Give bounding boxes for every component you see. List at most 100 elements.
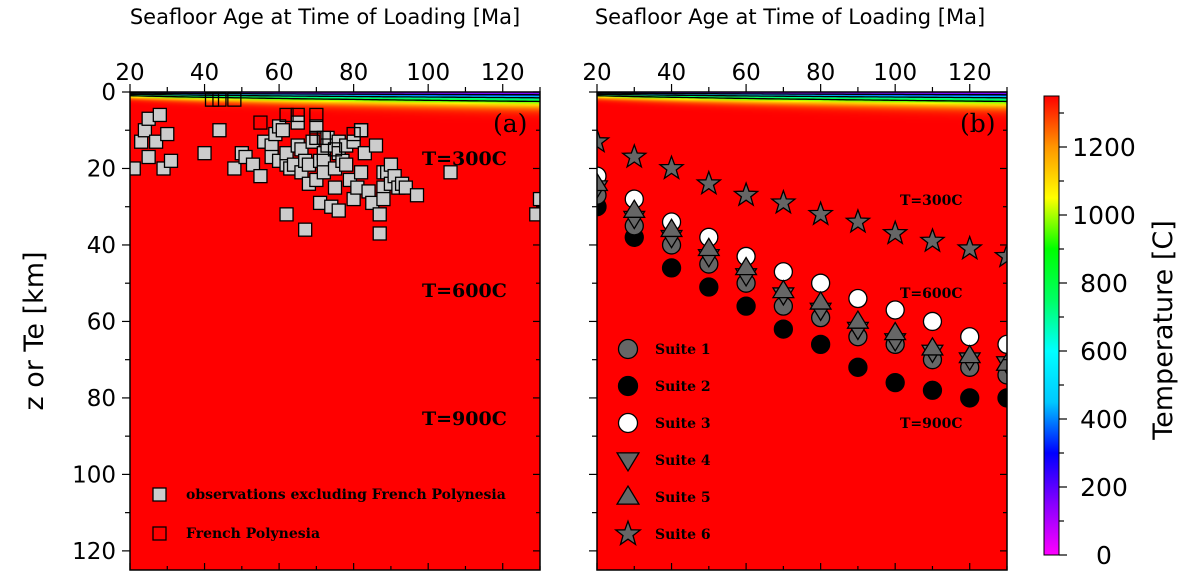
colorbar: 0 200 400 600 800 1000 1200 Temperature [C] [1043, 95, 1179, 570]
panel-b-label: (b) [960, 109, 996, 138]
suite-3-point [922, 311, 943, 332]
observation-point [290, 115, 305, 130]
colorbar-tick-label: 200 [1080, 473, 1128, 502]
observation-point [298, 222, 313, 237]
x-tick-label: 100 [406, 60, 450, 86]
observation-point [409, 188, 425, 203]
observation-point [197, 146, 212, 161]
suite-3-point [773, 262, 794, 282]
panel-a-frame [129, 91, 541, 571]
legend-suite-6-label: Suite 6 [655, 527, 711, 543]
observation-point [148, 134, 164, 149]
colorbar-tick-label: 1200 [1072, 133, 1136, 162]
observation-point [309, 119, 324, 134]
suite-2-point [960, 388, 980, 408]
suite-2-point [736, 296, 756, 316]
observation-point [443, 165, 458, 180]
observation-point [212, 123, 227, 138]
french-polynesia-point [204, 92, 220, 107]
colorbar-title: Temperature [C] [1148, 220, 1179, 441]
panel-b-legend: Suite 1 Suite 2 Suite 3 Suite 4 Suite 5 Suite… [613, 338, 711, 546]
y-tick-label: 0 [101, 80, 116, 106]
panel-b-isotherm-label-600: T=600C [900, 286, 963, 302]
observation-point [372, 226, 387, 241]
suite-3-point [960, 327, 980, 347]
x-tick-label: 80 [806, 60, 835, 86]
suite-2-point [699, 277, 719, 297]
french-polynesia-point [290, 107, 305, 123]
colorbar-tick-label: 800 [1080, 269, 1128, 298]
suite-6-point [919, 227, 946, 253]
observation-point [327, 180, 343, 195]
french-polynesia-point [327, 142, 343, 157]
panel-a-isotherm-label-900: T=900C [422, 408, 507, 430]
legend-suite-6-marker [613, 519, 643, 546]
suite-6-point [732, 181, 760, 207]
suite-3-point [848, 288, 868, 309]
isotherm-line-300 [130, 92, 540, 96]
suite-5-point [597, 172, 609, 192]
observation-point [398, 180, 413, 195]
suite-6-point [695, 169, 723, 196]
legend-open-square-marker [152, 526, 167, 541]
y-tick-label: 40 [87, 233, 116, 259]
observation-point [529, 207, 540, 222]
x-tick-label: 60 [264, 60, 293, 86]
observation-point [253, 168, 268, 184]
legend-suite-5-label: Suite 5 [655, 490, 711, 506]
y-tick-label: 20 [87, 156, 116, 182]
panel-a-isotherms [130, 92, 540, 103]
panel-a-isotherm-label-300: T=300C [422, 148, 507, 170]
observation-point [376, 191, 391, 207]
observation-point [152, 107, 167, 123]
colorbar-tick-label: 1000 [1072, 201, 1136, 230]
panel-b-frame [596, 91, 1008, 571]
x-tick-label: 20 [582, 60, 611, 86]
suite-3-point [885, 300, 905, 320]
observation-point [357, 146, 372, 161]
panel-a-legend: observations excluding French Polynesia … [152, 487, 506, 542]
suite-3-point [810, 273, 831, 293]
observation-point [141, 149, 156, 165]
french-polynesia-point [353, 123, 369, 138]
suite-6-point [956, 234, 984, 261]
x-tick-label: 100 [873, 60, 917, 86]
panel-b-isotherm-label-300: T=300C [900, 193, 963, 209]
observation-point [275, 123, 290, 138]
legend-suite-4-marker [615, 452, 641, 473]
colorbar-gradient [1043, 95, 1060, 556]
observation-point [160, 126, 175, 142]
y-tick-label: 100 [72, 462, 116, 488]
suite-6-point [620, 142, 648, 169]
panel-a-points [130, 92, 540, 241]
legend-suite-1-marker [617, 338, 639, 360]
observation-point [372, 207, 387, 222]
suite-5-point [958, 344, 982, 364]
isotherm-line-600 [130, 93, 540, 99]
panel-b: Seafloor Age at Time of Loading [Ma] T=3… [582, 5, 1008, 571]
observation-point [163, 153, 179, 168]
panel-b-x-axis-title: Seafloor Age at Time of Loading [Ma] [595, 5, 985, 29]
suite-6-point [807, 200, 835, 226]
suite-6-point [769, 188, 797, 215]
suite-5-point [734, 256, 758, 276]
suite-5-point [846, 309, 870, 329]
x-tick-label: 120 [481, 60, 525, 86]
legend-suite-2-marker [617, 375, 639, 397]
suite-2-point [922, 380, 943, 400]
suite-6-point [658, 154, 685, 180]
suite-5-point [920, 336, 944, 356]
french-polynesia-point [309, 130, 324, 146]
observation-point [331, 203, 346, 218]
french-polynesia-point [253, 115, 268, 130]
y-tick-label: 60 [87, 309, 116, 335]
legend-suite-1-label: Suite 1 [655, 342, 711, 358]
suite-5-point [771, 279, 795, 299]
french-polynesia-point [279, 107, 294, 123]
panel-a: Seafloor Age at Time of Loading [Ma] T=3… [72, 5, 541, 571]
suite-5-point [660, 218, 684, 238]
x-tick-label: 80 [339, 60, 368, 86]
panel-a-label: (a) [493, 109, 527, 138]
colorbar-tick-label: 400 [1080, 405, 1128, 434]
